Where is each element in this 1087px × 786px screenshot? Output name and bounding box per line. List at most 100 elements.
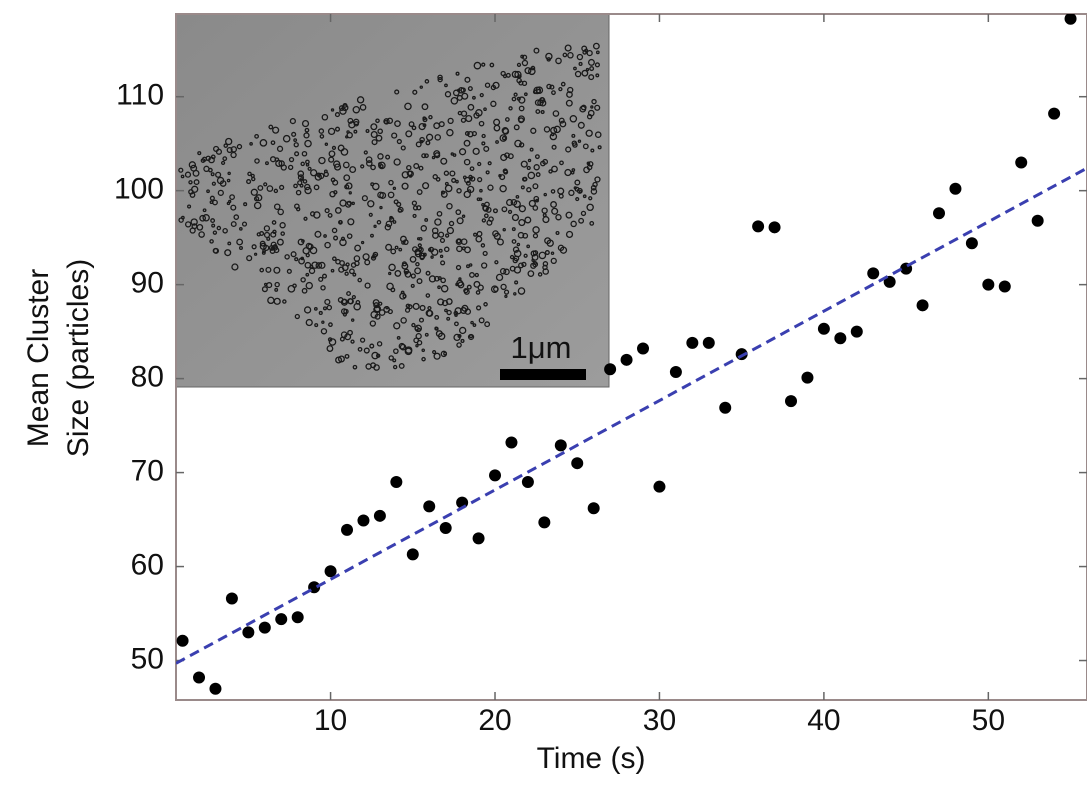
speckle xyxy=(241,221,248,227)
speckle xyxy=(280,231,285,236)
speckle xyxy=(222,228,228,234)
speckle xyxy=(490,285,499,294)
speckle xyxy=(558,87,563,92)
speckle xyxy=(559,120,567,128)
speckle xyxy=(585,129,593,137)
speckle xyxy=(460,110,468,117)
speckle xyxy=(403,268,410,275)
point xyxy=(209,682,222,695)
speckle xyxy=(347,218,355,226)
speckle xyxy=(511,213,520,222)
speckle xyxy=(489,62,495,68)
speckle xyxy=(520,160,528,168)
speckle xyxy=(460,238,468,246)
speckle xyxy=(294,257,299,262)
speckle xyxy=(463,190,471,199)
speckle xyxy=(411,322,416,328)
speckle xyxy=(490,100,497,108)
speckle xyxy=(487,184,494,191)
speckle xyxy=(476,305,482,311)
speckle xyxy=(384,224,392,231)
speckle xyxy=(366,160,373,167)
speckle xyxy=(522,232,529,239)
speckle xyxy=(253,201,262,210)
speckle xyxy=(532,233,539,239)
speckle xyxy=(504,294,508,299)
speckle xyxy=(469,272,475,278)
speckle xyxy=(209,239,214,244)
speckle xyxy=(581,45,588,52)
speckle xyxy=(586,49,593,57)
speckle xyxy=(313,307,318,311)
speckle xyxy=(508,106,513,111)
speckle xyxy=(532,226,540,234)
speckle xyxy=(483,302,488,307)
speckle xyxy=(422,123,427,128)
speckle xyxy=(461,246,466,251)
plot-area xyxy=(176,14,1087,695)
point xyxy=(225,592,238,605)
speckle xyxy=(238,246,243,251)
speckle xyxy=(376,220,382,225)
speckle xyxy=(387,191,395,199)
speckle xyxy=(379,205,383,210)
speckle xyxy=(431,227,439,235)
speckle xyxy=(580,210,587,217)
speckle xyxy=(369,320,377,327)
speckle xyxy=(416,205,422,211)
speckle xyxy=(437,74,443,81)
speckle xyxy=(331,145,337,150)
point xyxy=(768,221,781,234)
speckle xyxy=(376,341,383,347)
speckle xyxy=(500,283,507,291)
speckle xyxy=(328,150,336,158)
speckle xyxy=(411,125,417,131)
speckle xyxy=(338,219,343,225)
speckle xyxy=(546,83,552,90)
point xyxy=(505,436,518,449)
point xyxy=(850,325,863,338)
speckle xyxy=(216,225,222,231)
speckle xyxy=(440,157,448,165)
speckle xyxy=(419,139,424,144)
speckle xyxy=(574,186,580,192)
speckle xyxy=(503,289,510,295)
speckle xyxy=(334,207,342,214)
speckle xyxy=(367,200,375,208)
speckle xyxy=(323,169,328,174)
point xyxy=(357,514,370,527)
speckle xyxy=(550,201,557,208)
speckle xyxy=(388,179,394,186)
speckle xyxy=(419,85,424,89)
speckle xyxy=(330,268,335,273)
speckle xyxy=(433,275,440,282)
speckle xyxy=(481,141,486,146)
speckle xyxy=(405,130,413,138)
speckle xyxy=(483,145,490,152)
speckle xyxy=(522,176,528,182)
speckle xyxy=(368,212,373,217)
speckle xyxy=(539,99,547,107)
speckle xyxy=(434,134,442,141)
speckle xyxy=(424,153,429,159)
speckle xyxy=(543,126,551,133)
speckle xyxy=(505,72,511,78)
point xyxy=(702,336,715,349)
speckle xyxy=(444,83,448,88)
speckle xyxy=(571,168,576,172)
speckle xyxy=(518,218,526,227)
speckle xyxy=(581,69,589,77)
speckle xyxy=(187,204,192,209)
point xyxy=(982,278,995,291)
speckle xyxy=(555,230,560,236)
speckle xyxy=(318,310,323,316)
speckle xyxy=(567,52,574,59)
speckle xyxy=(370,123,378,131)
speckle xyxy=(353,129,358,134)
speckle xyxy=(470,320,474,325)
point xyxy=(916,299,929,312)
speckle xyxy=(527,270,535,277)
speckle xyxy=(521,261,527,268)
point xyxy=(1015,156,1028,169)
speckle xyxy=(571,133,576,138)
